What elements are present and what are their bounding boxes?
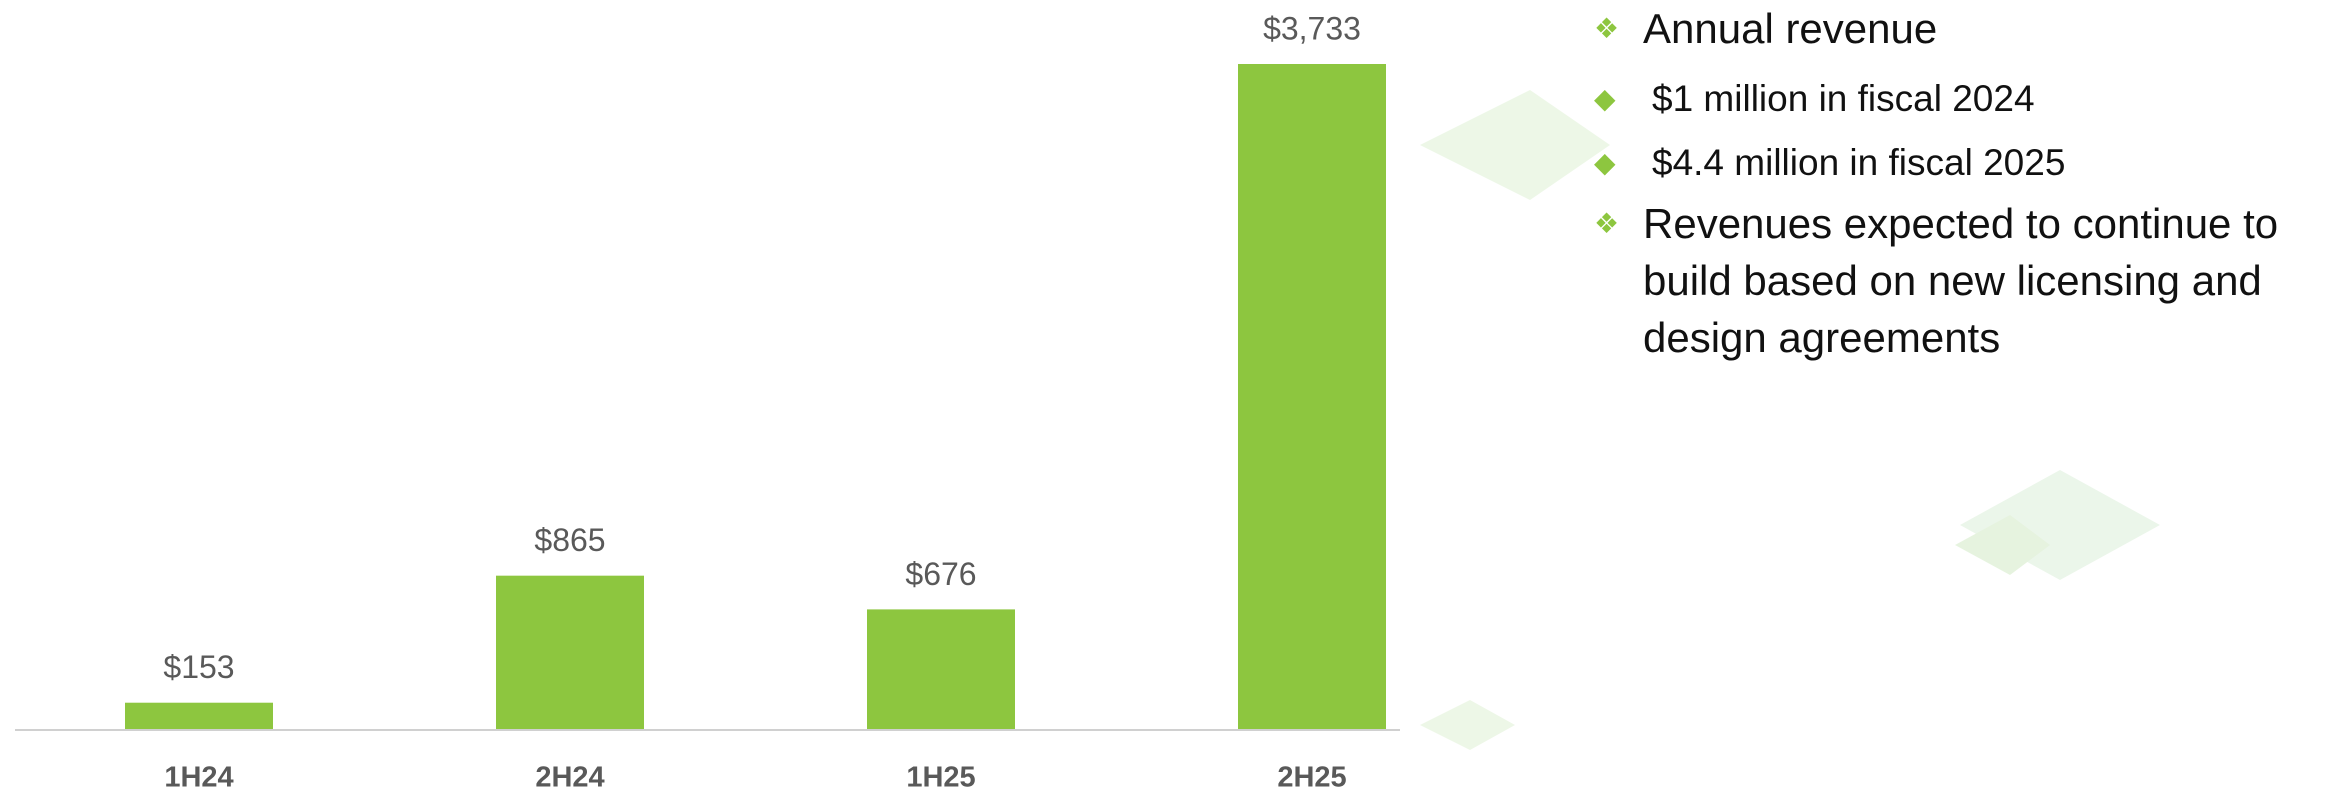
sub-bullet: $1 million in fiscal 2024	[1588, 67, 2325, 131]
value-label: $153	[163, 649, 234, 685]
x-tick-label: 2H25	[1277, 762, 1346, 793]
bar	[125, 702, 273, 730]
background-decoration	[1420, 90, 2160, 750]
bar	[867, 609, 1015, 730]
x-tick-label: 2H24	[535, 762, 604, 793]
sub-bullets: $1 million in fiscal 2024$4.4 million in…	[1588, 67, 2325, 195]
bullet: Annual revenue	[1590, 0, 2325, 57]
bar	[496, 575, 644, 730]
bar	[1238, 64, 1386, 730]
value-label: $865	[534, 522, 605, 558]
value-label: $676	[905, 556, 976, 592]
bullet: Revenues expected to continue to build b…	[1590, 195, 2325, 366]
sub-bullet: $4.4 million in fiscal 2025	[1588, 131, 2325, 195]
bullet-list: Annual revenue $1 million in fiscal 2024$…	[1590, 0, 2325, 376]
x-tick-label: 1H24	[164, 762, 233, 793]
x-tick-label: 1H25	[906, 762, 975, 793]
value-label: $3,733	[1263, 10, 1361, 46]
